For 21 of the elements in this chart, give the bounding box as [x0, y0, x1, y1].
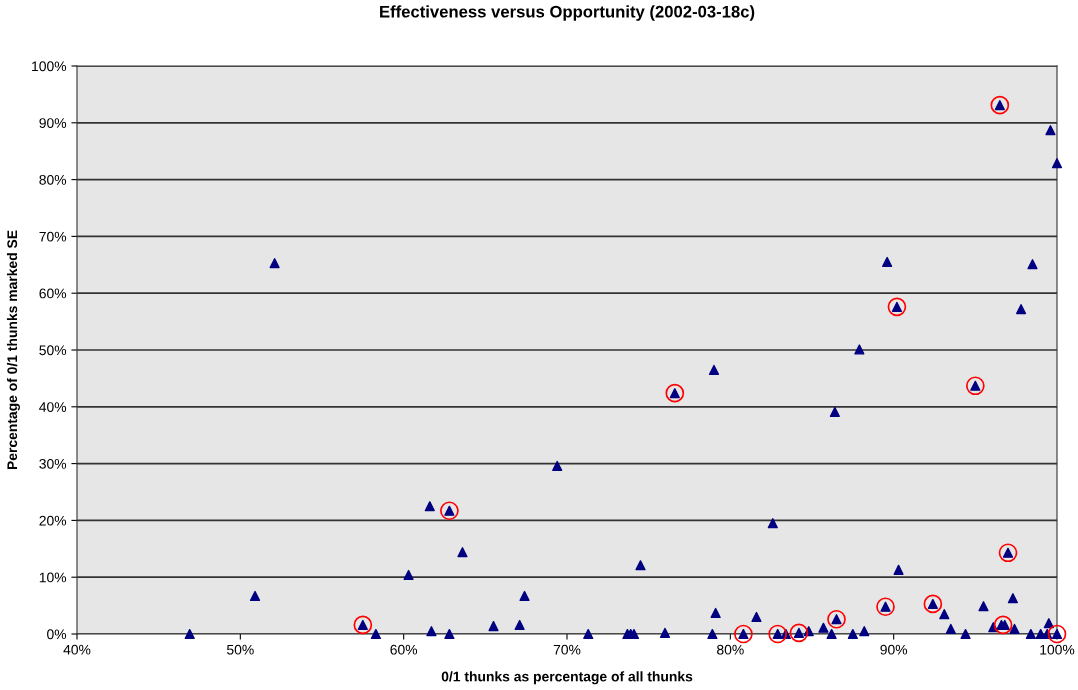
y-tick-label: 0% [47, 629, 67, 640]
y-tick-label: 60% [39, 288, 67, 299]
x-tick-label: 70% [553, 644, 581, 655]
x-tick-label: 100% [1040, 644, 1075, 655]
x-tick-label: 80% [717, 644, 744, 655]
y-tick-label: 50% [39, 345, 67, 356]
y-tick-label: 70% [39, 231, 67, 242]
y-tick-label: 80% [39, 174, 67, 185]
y-tick-label: 100% [32, 61, 67, 72]
x-tick-label: 60% [390, 644, 418, 655]
x-tick-label: 50% [226, 644, 254, 655]
y-tick-label: 40% [39, 402, 67, 412]
x-tick-label: 40% [63, 644, 91, 655]
x-axis-title: 0/1 thunks as percentage of all thunks [441, 671, 693, 685]
y-tick-label: 30% [39, 458, 67, 469]
chart-title: Effectiveness versus Opportunity (2002-03-18c) [380, 5, 755, 21]
x-tick-label: 90% [880, 644, 908, 655]
y-tick-label: 90% [39, 118, 67, 128]
y-tick-label: 10% [39, 572, 67, 583]
y-tick-label: 20% [39, 515, 67, 526]
y-axis-title: Percentage of 0/1 thunks marked SE [6, 230, 20, 470]
